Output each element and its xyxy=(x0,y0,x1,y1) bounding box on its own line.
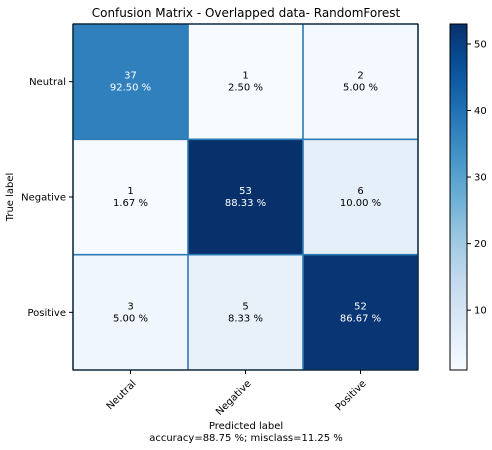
x-axis-label: Predicted label xyxy=(209,421,283,432)
cell-1-1 xyxy=(188,139,303,255)
cell-count-2-1: 5 xyxy=(242,301,248,312)
chart-title: Confusion Matrix - Overlapped data- Rand… xyxy=(92,6,401,20)
x-tick-label: Positive xyxy=(334,378,369,413)
colorbar-tick-label: 40 xyxy=(474,106,487,117)
cell-percent-0-1: 2.50 % xyxy=(228,83,263,94)
cell-percent-1-0: 1.67 % xyxy=(113,198,148,209)
cell-count-2-2: 52 xyxy=(354,301,367,312)
cell-count-2-0: 3 xyxy=(127,301,133,312)
colorbar-tick-label: 30 xyxy=(474,173,487,184)
cell-1-0 xyxy=(73,139,188,255)
cell-0-2 xyxy=(303,24,418,140)
cell-percent-1-2: 10.00 % xyxy=(340,198,381,209)
cell-2-2 xyxy=(303,254,418,370)
y-axis-label: True label xyxy=(5,173,16,223)
cell-2-0 xyxy=(73,254,188,370)
x-tick-labels: Neutral Negative Positive xyxy=(105,370,369,418)
matrix-cells xyxy=(73,24,418,370)
accuracy-summary: accuracy=88.75 %; misclass=11.25 % xyxy=(149,433,343,444)
x-tick-label: Negative xyxy=(214,378,254,418)
colorbar xyxy=(449,23,468,371)
cell-percent-2-0: 5.00 % xyxy=(113,313,148,324)
cell-0-0 xyxy=(73,24,188,140)
cell-2-1 xyxy=(188,254,303,370)
colorbar-tick-label: 10 xyxy=(474,306,487,317)
cell-count-1-2: 6 xyxy=(357,186,363,197)
cell-count-0-1: 1 xyxy=(242,71,248,82)
y-tick-label: Positive xyxy=(27,308,66,319)
cell-percent-0-0: 92.50 % xyxy=(110,83,151,94)
cell-1-2 xyxy=(303,139,418,255)
y-tick-labels: Neutral Negative Positive xyxy=(21,77,73,319)
cell-percent-1-1: 88.33 % xyxy=(225,198,266,209)
colorbar-tick-label: 20 xyxy=(474,239,487,250)
cell-count-0-0: 37 xyxy=(124,71,137,82)
x-tick-label: Neutral xyxy=(105,378,139,412)
y-tick-label: Neutral xyxy=(29,77,66,88)
colorbar-ticks: 10 20 30 40 50 xyxy=(467,39,487,317)
cell-percent-2-1: 8.33 % xyxy=(228,313,263,324)
cell-percent-2-2: 86.67 % xyxy=(340,313,381,324)
cell-count-0-2: 2 xyxy=(357,71,363,82)
colorbar-tick-label: 50 xyxy=(474,39,487,50)
cell-0-1 xyxy=(188,24,303,140)
cell-count-1-1: 53 xyxy=(239,186,252,197)
cell-count-1-0: 1 xyxy=(127,186,133,197)
y-tick-label: Negative xyxy=(21,193,66,204)
cell-percent-0-2: 5.00 % xyxy=(343,83,378,94)
